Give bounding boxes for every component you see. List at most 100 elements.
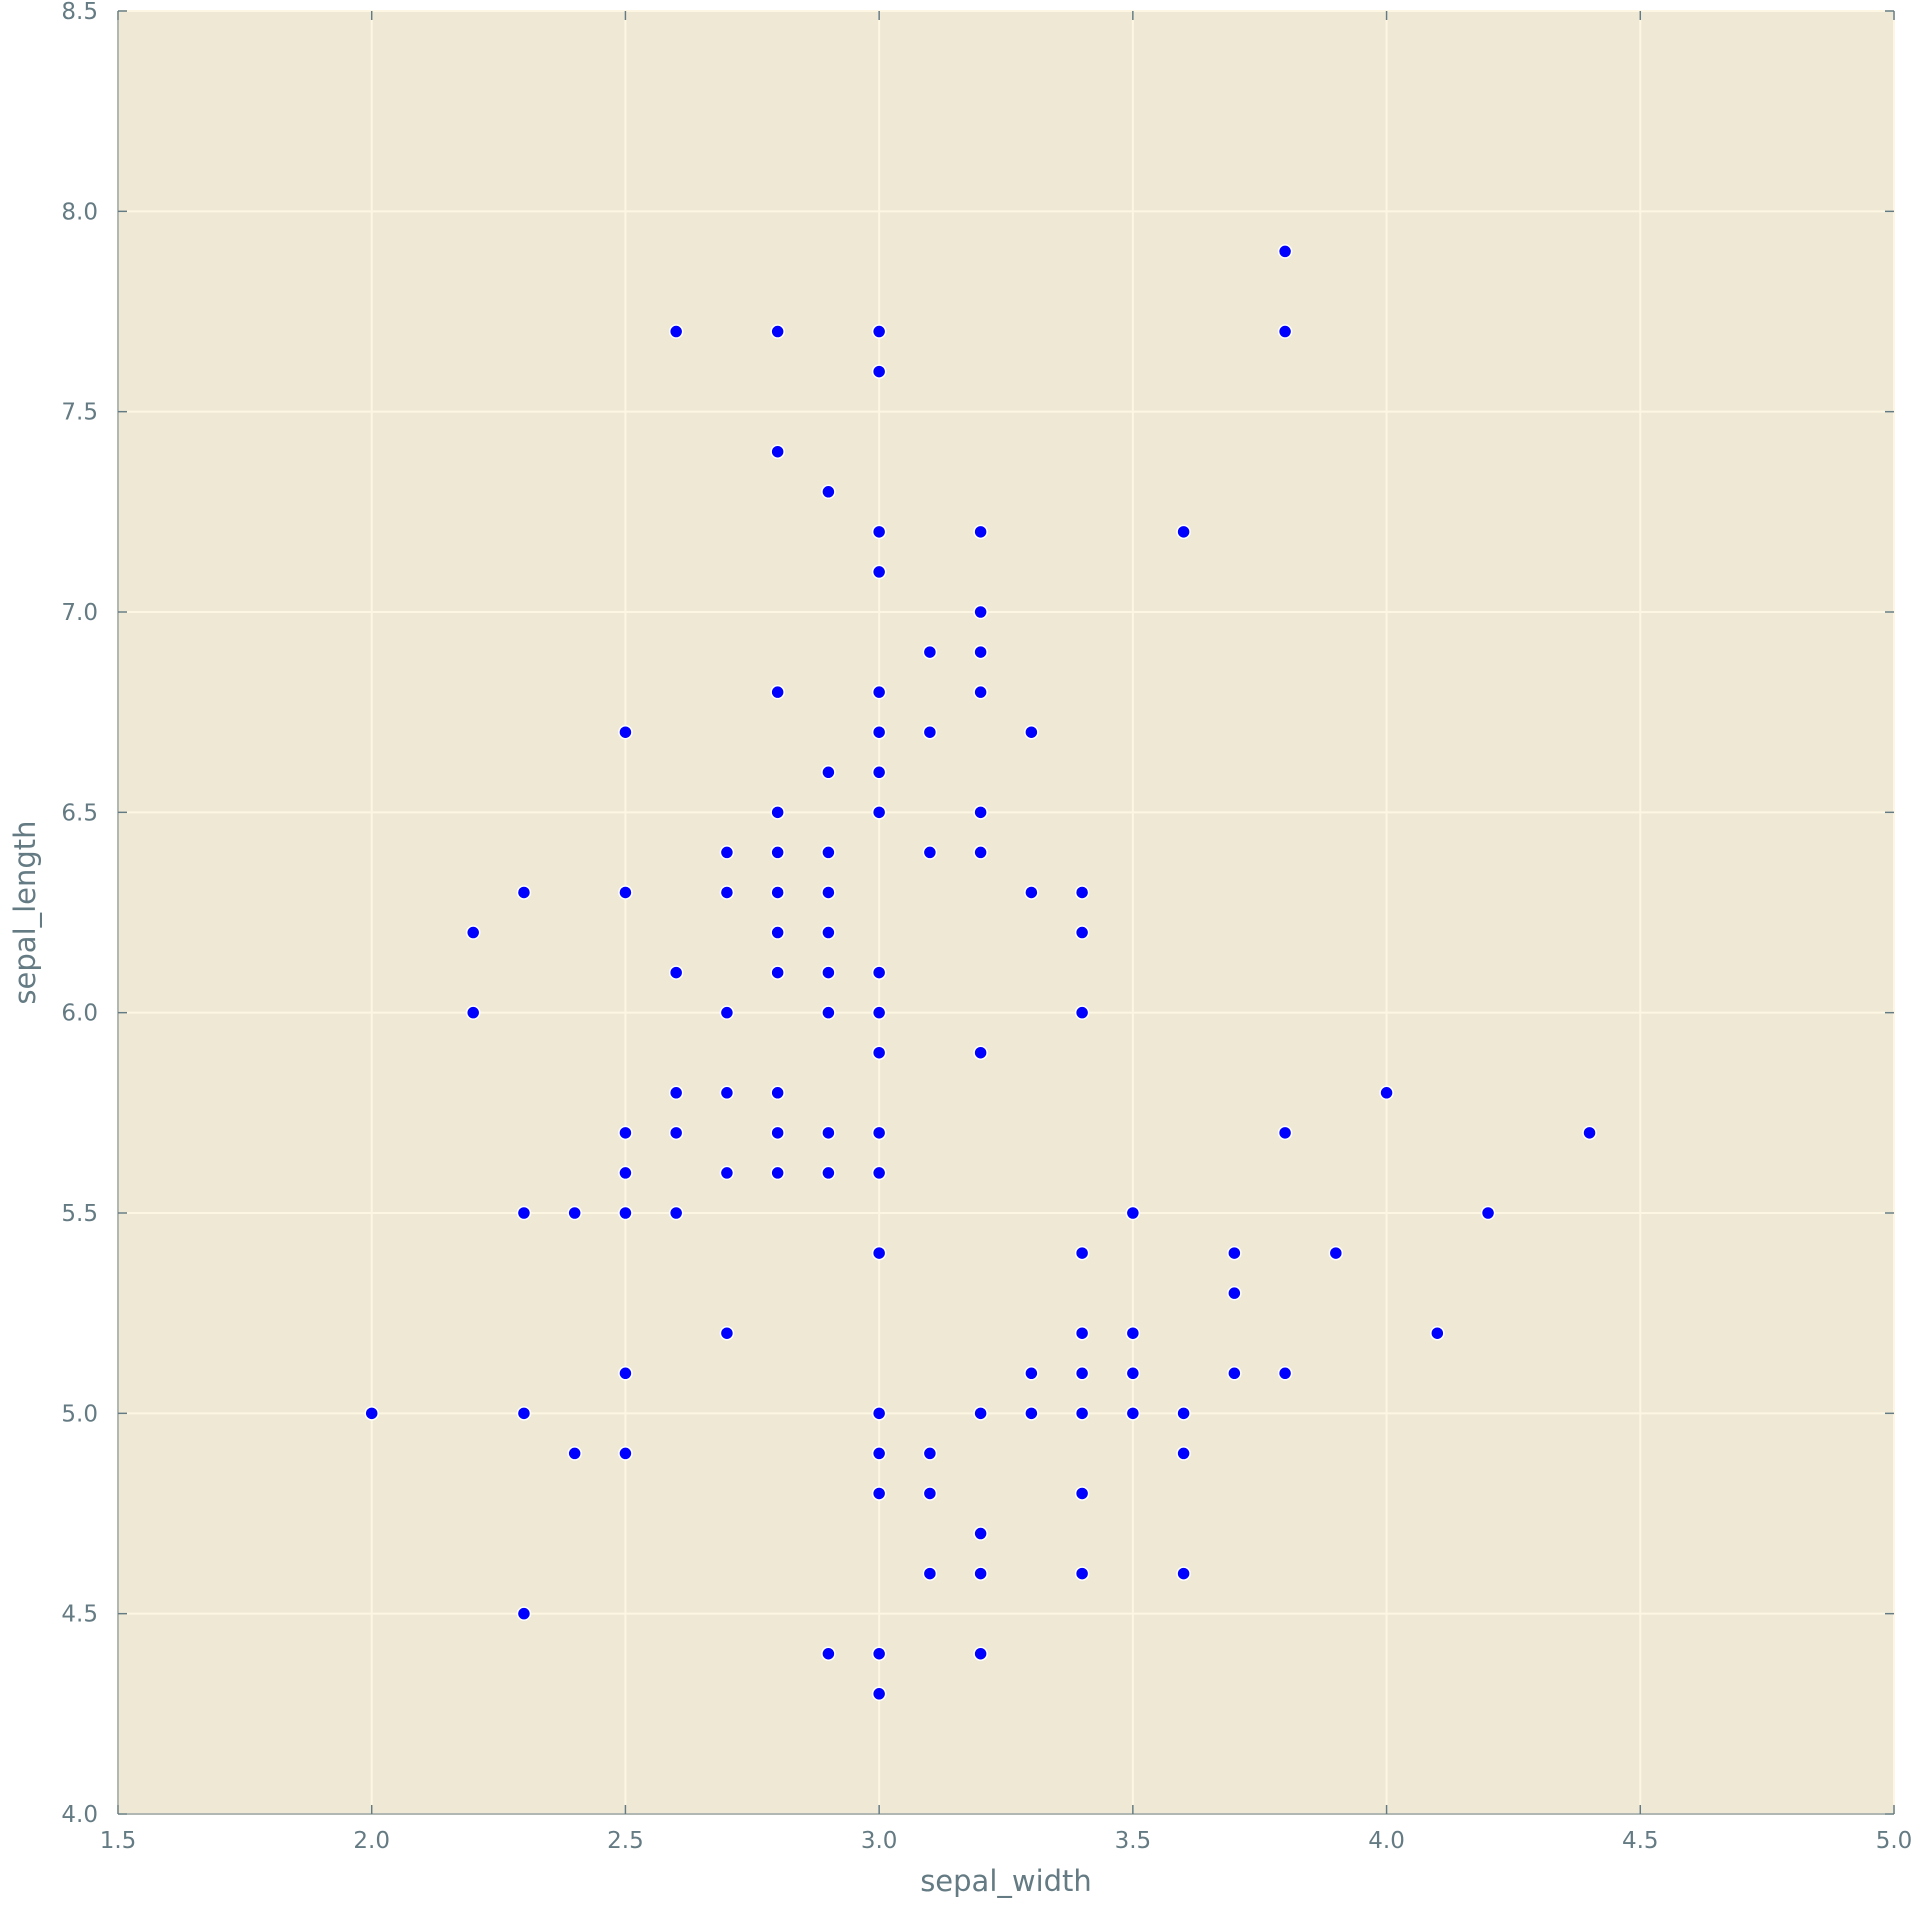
x-tick-label: 2.5: [607, 1828, 644, 1854]
data-point: [770, 1085, 785, 1101]
data-point: [821, 1646, 836, 1661]
data-point: [1379, 1085, 1394, 1101]
data-point: [1125, 1406, 1141, 1421]
data-point: [1176, 524, 1191, 540]
data-point: [871, 724, 887, 740]
data-point: [871, 324, 887, 339]
data-point: [871, 1245, 887, 1261]
data-point: [973, 1526, 988, 1541]
y-tick-label: 6.5: [61, 800, 98, 826]
x-tick-label: 3.0: [861, 1828, 898, 1854]
data-point: [618, 885, 633, 900]
data-point: [871, 364, 887, 379]
data-point: [871, 1125, 887, 1141]
axis-frame: [117, 11, 1894, 1815]
data-point: [1074, 1566, 1090, 1581]
data-point: [1074, 1406, 1090, 1421]
data-point: [871, 1486, 887, 1501]
data-point: [1176, 1406, 1191, 1421]
plot-area: [118, 11, 1894, 1814]
data-point: [821, 965, 836, 980]
data-point: [719, 1165, 735, 1181]
data-point: [1024, 1366, 1039, 1381]
data-point: [770, 845, 785, 860]
y-axis-label: sepal_length: [8, 820, 42, 1004]
y-tick-label: 7.5: [61, 400, 98, 426]
data-point: [618, 1125, 633, 1141]
y-tick-label: 5.0: [61, 1401, 98, 1427]
data-point: [618, 1446, 633, 1461]
data-point: [770, 925, 785, 940]
data-point: [821, 1125, 836, 1141]
data-point: [465, 925, 481, 940]
data-point: [1227, 1245, 1242, 1261]
data-point: [770, 324, 785, 339]
y-tick-label: 4.5: [61, 1602, 98, 1628]
x-tick-label: 4.5: [1622, 1828, 1659, 1854]
data-point: [871, 1686, 887, 1702]
data-point: [821, 885, 836, 900]
data-point: [719, 1325, 735, 1341]
x-tick-label: 5.0: [1876, 1828, 1913, 1854]
data-point: [1277, 324, 1293, 339]
data-point: [668, 324, 684, 339]
data-point: [668, 1125, 684, 1141]
data-point: [922, 845, 938, 860]
data-points: [364, 244, 1597, 1702]
x-axis-label: sepal_width: [920, 1864, 1092, 1898]
x-tick-label: 2.0: [353, 1828, 390, 1854]
data-point: [871, 1045, 887, 1060]
data-point: [871, 524, 887, 540]
data-point: [770, 1165, 785, 1181]
data-point: [770, 684, 785, 700]
y-tick-label: 6.0: [61, 1001, 98, 1027]
data-point: [821, 845, 836, 860]
data-point: [770, 885, 785, 900]
data-point: [1480, 1205, 1496, 1221]
data-point: [1074, 1366, 1090, 1381]
data-point: [770, 805, 785, 820]
data-point: [618, 724, 633, 740]
data-point: [973, 1045, 988, 1060]
data-point: [719, 845, 735, 860]
y-tick-label: 5.5: [61, 1201, 98, 1227]
data-point: [1024, 724, 1039, 740]
data-point: [871, 1005, 887, 1020]
data-point: [973, 1646, 988, 1661]
data-point: [668, 965, 684, 980]
data-point: [871, 1165, 887, 1181]
data-point: [1227, 1366, 1242, 1381]
data-point: [1176, 1446, 1191, 1461]
data-point: [922, 724, 938, 740]
data-point: [821, 1165, 836, 1181]
data-point: [1277, 244, 1293, 259]
data-point: [770, 444, 785, 459]
data-point: [1277, 1125, 1293, 1141]
data-point: [1430, 1325, 1445, 1341]
data-point: [821, 1005, 836, 1020]
data-point: [719, 1085, 735, 1101]
data-point: [618, 1205, 633, 1221]
data-point: [922, 1566, 938, 1581]
data-point: [871, 684, 887, 700]
x-tick-label: 1.5: [100, 1828, 137, 1854]
data-point: [973, 604, 988, 620]
data-point: [516, 1406, 532, 1421]
data-point: [1277, 1366, 1293, 1381]
y-tick-label: 8.0: [61, 199, 98, 225]
data-point: [1074, 1486, 1090, 1501]
data-point: [1074, 1005, 1090, 1020]
data-point: [1074, 1245, 1090, 1261]
data-point: [770, 965, 785, 980]
data-point: [973, 684, 988, 700]
data-point: [821, 484, 836, 500]
data-point: [770, 1125, 785, 1141]
data-point: [1024, 1406, 1039, 1421]
data-point: [871, 1446, 887, 1461]
data-point: [516, 1606, 532, 1621]
data-point: [1227, 1285, 1242, 1301]
data-point: [973, 644, 988, 660]
data-point: [1074, 885, 1090, 900]
